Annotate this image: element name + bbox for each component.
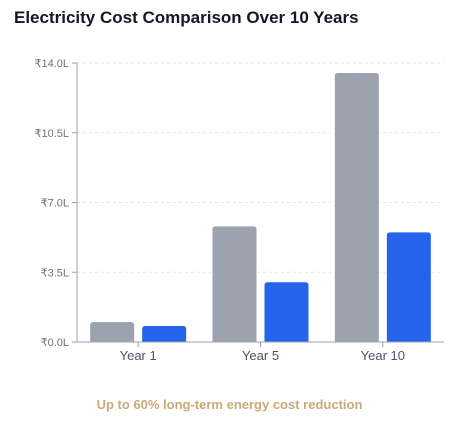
bar-series-2 [386,232,431,342]
bar-series-1 [90,322,135,342]
bar-series-1 [212,226,257,342]
grid-lines [77,62,444,273]
bar-series-2 [264,282,309,342]
x-axis: Year 1 Year 5 Year 10 [77,341,444,363]
y-tick-label: ₹14.0L [34,58,69,70]
y-tick-label: ₹0.0L [41,337,69,349]
x-tick-label: Year 1 [120,348,157,363]
y-tick-label: ₹10.5L [34,128,69,140]
bar-series-1 [334,72,379,342]
bars [90,72,431,342]
x-tick-label: Year 10 [361,348,405,363]
bar-series-2 [142,326,187,342]
bar-chart: ₹0.0L ₹3.5L ₹7.0L ₹10.5L ₹14.0L Year 1 Year 5… [34,58,444,363]
chart-title: Electricity Cost Comparison Over 10 Year… [14,8,359,27]
x-tick-label: Year 5 [242,348,279,363]
y-axis: ₹0.0L ₹3.5L ₹7.0L ₹10.5L ₹14.0L [34,58,78,349]
y-tick-label: ₹7.0L [41,198,69,210]
footnote: Up to 60% long-term energy cost reductio… [96,397,363,412]
y-tick-label: ₹3.5L [41,267,69,279]
